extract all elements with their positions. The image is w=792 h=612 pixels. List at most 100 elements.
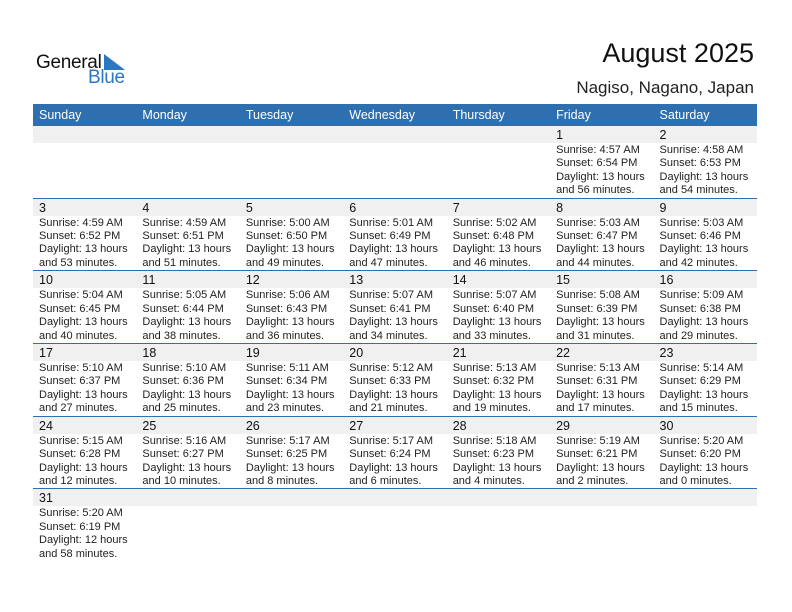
sunset-text: Sunset: 6:48 PM bbox=[452, 230, 535, 243]
empty-cell bbox=[343, 489, 447, 562]
minutes-text: and 44 minutes. bbox=[556, 256, 635, 269]
daylight-text: Daylight: 13 hours bbox=[659, 243, 749, 256]
day-number: 8 bbox=[550, 198, 654, 216]
location-subtitle: Nagiso, Nagano, Japan bbox=[576, 78, 754, 97]
calendar-week: 17 Sunrise: 5:10 AM Sunset: 6:37 PM Dayligh… bbox=[33, 344, 757, 417]
day-cell: 19 Sunrise: 5:11 AM Sunset: 6:34 PM Dayligh… bbox=[239, 344, 344, 416]
day-cell: 12 Sunrise: 5:06 AM Sunset: 6:43 PM Dayligh… bbox=[239, 271, 344, 343]
sunrise-text: Sunrise: 5:10 AM bbox=[142, 362, 227, 375]
minutes-text: and 6 minutes. bbox=[349, 474, 422, 487]
day-info: Sunrise: 5:10 AM Sunset: 6:36 PM Daylight:… bbox=[136, 361, 239, 416]
day-number bbox=[446, 126, 551, 143]
sunrise-text: Sunrise: 4:57 AM bbox=[556, 144, 640, 156]
sunset-text: Sunset: 6:39 PM bbox=[556, 302, 638, 315]
day-number bbox=[136, 489, 240, 507]
calendar-week: 10 Sunrise: 5:04 AM Sunset: 6:45 PM Dayligh… bbox=[33, 271, 757, 345]
daylight-text: Daylight: 13 hours bbox=[245, 316, 335, 329]
day-number bbox=[239, 489, 344, 507]
weekday-friday: Friday bbox=[556, 108, 591, 122]
sunset-text: Sunset: 6:25 PM bbox=[245, 448, 328, 461]
weekday-monday: Monday bbox=[142, 108, 187, 122]
day-info: Sunrise: 5:11 AM Sunset: 6:34 PM Daylight:… bbox=[240, 361, 343, 416]
empty-cell bbox=[239, 126, 344, 198]
day-cell: 7 Sunrise: 5:02 AM Sunset: 6:48 PM Daylight… bbox=[446, 198, 551, 271]
sunset-text: Sunset: 6:29 PM bbox=[659, 375, 741, 388]
day-number: 11 bbox=[136, 271, 240, 289]
sunset-text: Sunset: 6:51 PM bbox=[142, 230, 224, 243]
day-number: 15 bbox=[550, 271, 654, 289]
minutes-text: and 51 minutes. bbox=[142, 256, 221, 269]
daylight-text: Daylight: 13 hours bbox=[659, 316, 749, 329]
weekday-header: Sunday Monday Tuesday Wednesday Thursday Frid… bbox=[33, 104, 757, 126]
daylight-text: Daylight: 13 hours bbox=[245, 243, 335, 256]
empty-cell bbox=[136, 489, 240, 562]
day-cell: 25 Sunrise: 5:16 AM Sunset: 6:27 PM Dayligh… bbox=[136, 416, 240, 489]
daylight-text: Daylight: 13 hours bbox=[349, 461, 438, 474]
day-number bbox=[550, 489, 654, 507]
day-cell: 13 Sunrise: 5:07 AM Sunset: 6:41 PM Dayligh… bbox=[343, 271, 447, 343]
day-info: Sunrise: 5:05 AM Sunset: 6:44 PM Daylight:… bbox=[136, 288, 239, 343]
day-number: 13 bbox=[343, 271, 447, 289]
weekday-saturday: Saturday bbox=[659, 108, 710, 122]
sunrise-text: Sunrise: 5:12 AM bbox=[349, 362, 434, 375]
day-number: 21 bbox=[446, 344, 551, 362]
sunset-text: Sunset: 6:21 PM bbox=[556, 448, 638, 461]
minutes-text: and 12 minutes. bbox=[39, 474, 118, 487]
day-info: Sunrise: 5:09 AM Sunset: 6:38 PM Daylight:… bbox=[654, 288, 757, 343]
day-number bbox=[343, 126, 447, 143]
sunset-text: Sunset: 6:31 PM bbox=[556, 375, 638, 388]
daylight-text: Daylight: 13 hours bbox=[556, 170, 645, 183]
day-info: Sunrise: 5:15 AM Sunset: 6:28 PM Daylight:… bbox=[33, 434, 136, 489]
day-number: 26 bbox=[239, 416, 344, 434]
day-info: Sunrise: 5:10 AM Sunset: 6:37 PM Daylight:… bbox=[33, 361, 136, 416]
day-cell: 27 Sunrise: 5:17 AM Sunset: 6:24 PM Dayligh… bbox=[343, 416, 447, 489]
daylight-text: Daylight: 13 hours bbox=[142, 243, 232, 256]
sunrise-text: Sunrise: 5:03 AM bbox=[556, 216, 640, 229]
minutes-text: and 34 minutes. bbox=[349, 329, 428, 342]
day-number bbox=[33, 126, 137, 143]
sunset-text: Sunset: 6:52 PM bbox=[39, 230, 121, 243]
minutes-text: and 15 minutes. bbox=[659, 402, 738, 415]
sunrise-text: Sunrise: 5:09 AM bbox=[659, 289, 744, 302]
day-cell: 18 Sunrise: 5:10 AM Sunset: 6:36 PM Dayligh… bbox=[136, 344, 240, 416]
sunrise-text: Sunrise: 5:18 AM bbox=[452, 434, 537, 447]
day-number: 1 bbox=[550, 126, 654, 143]
daylight-text: Daylight: 13 hours bbox=[39, 316, 128, 329]
minutes-text: and 23 minutes. bbox=[245, 402, 325, 415]
day-number: 23 bbox=[653, 344, 757, 362]
minutes-text: and 25 minutes. bbox=[142, 402, 221, 415]
sunset-text: Sunset: 6:45 PM bbox=[39, 302, 121, 315]
day-number bbox=[239, 126, 344, 143]
minutes-text: and 42 minutes. bbox=[659, 256, 738, 269]
day-info: Sunrise: 4:59 AM Sunset: 6:52 PM Daylight:… bbox=[33, 216, 136, 271]
day-info: Sunrise: 5:12 AM Sunset: 6:33 PM Daylight:… bbox=[343, 361, 446, 416]
day-number: 16 bbox=[653, 271, 757, 289]
day-number bbox=[446, 489, 551, 507]
sunset-text: Sunset: 6:37 PM bbox=[39, 375, 121, 388]
calendar-week: 3 Sunrise: 4:59 AM Sunset: 6:52 PM Daylight… bbox=[33, 198, 757, 272]
sunset-text: Sunset: 6:54 PM bbox=[556, 157, 638, 170]
day-cell: 2 Sunrise: 4:58 AM Sunset: 6:53 PM Daylight… bbox=[653, 126, 757, 198]
minutes-text: and 38 minutes. bbox=[142, 329, 221, 342]
daylight-text: Daylight: 13 hours bbox=[452, 316, 542, 329]
day-number bbox=[653, 489, 757, 507]
minutes-text: and 33 minutes. bbox=[452, 329, 531, 342]
minutes-text: and 19 minutes. bbox=[452, 402, 531, 415]
daylight-text: Daylight: 12 hours bbox=[39, 534, 128, 547]
sunset-text: Sunset: 6:40 PM bbox=[452, 302, 535, 315]
daylight-text: Daylight: 13 hours bbox=[556, 316, 645, 329]
day-number: 12 bbox=[239, 271, 344, 289]
sunset-text: Sunset: 6:27 PM bbox=[142, 448, 224, 461]
day-info: Sunrise: 4:57 AM Sunset: 6:54 PM Daylight:… bbox=[550, 143, 653, 198]
daylight-text: Daylight: 13 hours bbox=[245, 388, 335, 401]
minutes-text: and 47 minutes. bbox=[349, 256, 428, 269]
day-number: 28 bbox=[446, 416, 551, 434]
sunset-text: Sunset: 6:53 PM bbox=[659, 157, 741, 170]
sunrise-text: Sunrise: 5:11 AM bbox=[245, 362, 329, 375]
sunrise-text: Sunrise: 5:07 AM bbox=[452, 289, 537, 302]
daylight-text: Daylight: 13 hours bbox=[142, 388, 232, 401]
day-info: Sunrise: 5:00 AM Sunset: 6:50 PM Daylight:… bbox=[240, 216, 343, 271]
daylight-text: Daylight: 13 hours bbox=[659, 388, 749, 401]
empty-cell bbox=[550, 489, 654, 562]
minutes-text: and 8 minutes. bbox=[245, 474, 318, 487]
